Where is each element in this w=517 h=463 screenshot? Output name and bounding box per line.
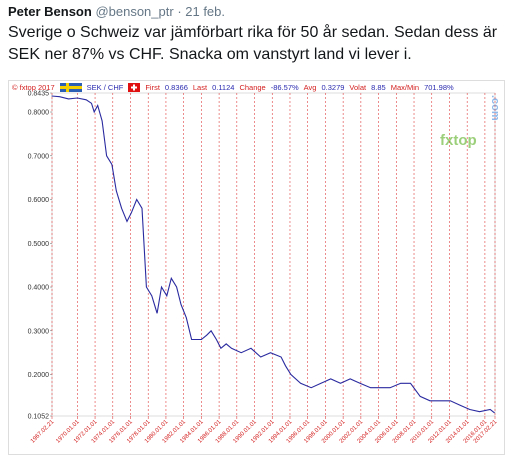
stat-label: Avg bbox=[303, 83, 317, 92]
logo: fxtop bbox=[440, 132, 477, 149]
y-tick-label: 0.7000 bbox=[28, 153, 50, 160]
x-tick-label: 1967.02.21 bbox=[30, 419, 56, 445]
stat-label: Last bbox=[192, 83, 208, 92]
stat-label: Max/Min bbox=[390, 83, 420, 92]
tweet-header: Peter Benson @benson_ptr · 21 feb. bbox=[8, 4, 225, 19]
y-tick-label: 0.5000 bbox=[28, 241, 50, 248]
sweden-flag bbox=[59, 83, 82, 92]
y-tick-label: 0.6000 bbox=[28, 197, 50, 204]
pair: SEK / CHF bbox=[86, 83, 124, 92]
author-name[interactable]: Peter Benson bbox=[8, 4, 92, 19]
stat-value: 0.8366 bbox=[164, 83, 188, 92]
price-line bbox=[51, 95, 495, 414]
tweet-date[interactable]: · 21 feb. bbox=[177, 4, 226, 19]
chart-stats: © fxtop 2017 SEK / CHF First 0.8366 Last 0.… bbox=[12, 83, 454, 92]
source: © fxtop 2017 bbox=[12, 83, 55, 92]
plot-area bbox=[51, 92, 496, 417]
y-tick-label: 0.8000 bbox=[28, 110, 50, 117]
stat-value: 0.1124 bbox=[212, 83, 235, 92]
stat-label: Volat bbox=[349, 83, 367, 92]
logo-suffix: .com bbox=[489, 95, 501, 121]
stat-label: First bbox=[145, 83, 160, 92]
chart-image[interactable] bbox=[8, 80, 505, 455]
stat-value: 8.85 bbox=[371, 83, 386, 92]
author-handle[interactable]: @benson_ptr bbox=[95, 4, 174, 19]
stat-value: 701.98% bbox=[424, 83, 454, 92]
y-tick-label: 0.4000 bbox=[28, 285, 50, 292]
y-tick-label: 0.3000 bbox=[28, 328, 50, 335]
stat-value: -86.57% bbox=[270, 83, 299, 92]
stat-value: 0.3279 bbox=[321, 83, 345, 92]
stat-label: Change bbox=[239, 83, 266, 92]
swiss-flag bbox=[128, 83, 141, 92]
y-tick-label: 0.2000 bbox=[28, 372, 50, 379]
y-tick-label: 0.8435 bbox=[28, 91, 50, 98]
y-tick-label: 0.1052 bbox=[28, 414, 50, 421]
tweet-text: Sverige o Schweiz var jämförbart rika fö… bbox=[8, 24, 498, 63]
